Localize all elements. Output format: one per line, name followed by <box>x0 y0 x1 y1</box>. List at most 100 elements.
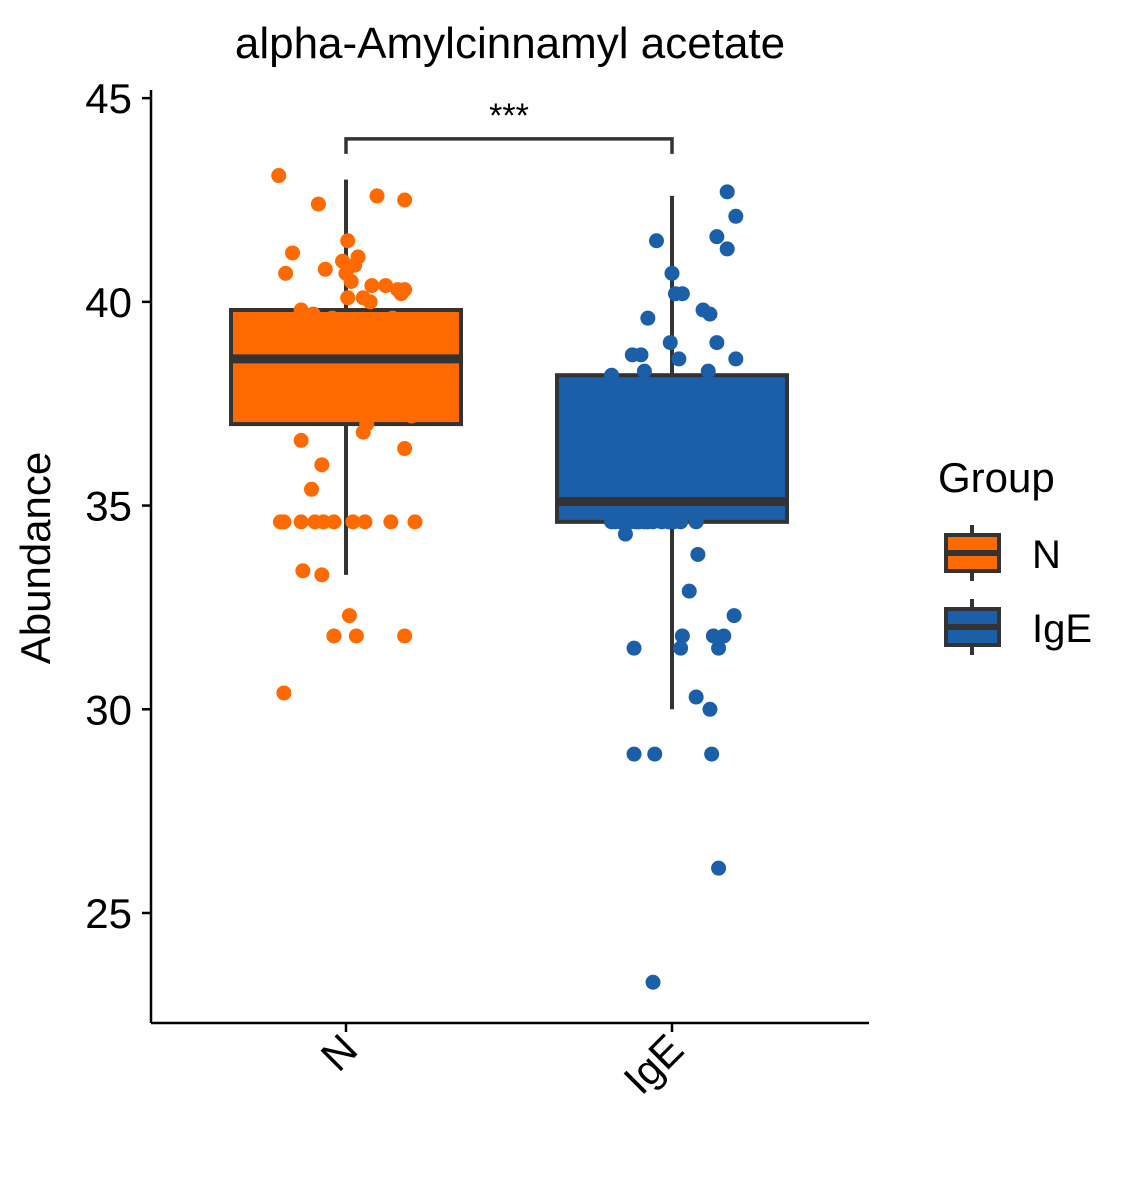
data-point <box>298 314 314 330</box>
data-point <box>314 567 330 583</box>
data-point <box>397 628 413 644</box>
x-tick-label: IgE <box>615 1025 693 1103</box>
data-point <box>688 689 704 705</box>
data-point <box>357 514 373 530</box>
y-tick-label: 45 <box>85 75 132 122</box>
data-point <box>276 383 292 399</box>
axes <box>149 90 869 1025</box>
data-point <box>345 322 361 338</box>
data-point <box>640 310 656 326</box>
y-tick-label: 35 <box>85 483 132 530</box>
data-point <box>278 265 294 281</box>
y-tick-label: 25 <box>85 890 132 937</box>
y-tick-label: 30 <box>85 686 132 733</box>
data-point <box>335 253 351 269</box>
data-point <box>728 351 744 367</box>
data-point <box>362 294 378 310</box>
data-point <box>719 184 735 200</box>
data-point <box>316 514 332 530</box>
data-point <box>397 192 413 208</box>
data-point <box>369 188 385 204</box>
data-point <box>355 424 371 440</box>
legend-key-ige <box>944 599 1001 655</box>
data-point <box>324 310 340 326</box>
legend-key-n <box>944 525 1001 581</box>
data-point <box>607 473 623 489</box>
data-point <box>726 608 742 624</box>
data-point <box>345 514 361 530</box>
data-point <box>674 286 690 302</box>
data-point <box>664 265 680 281</box>
data-point <box>397 282 413 298</box>
data-point <box>702 701 718 717</box>
data-point <box>711 640 727 656</box>
plot-area <box>229 168 789 990</box>
data-point <box>404 408 420 424</box>
data-point <box>709 335 725 351</box>
data-point <box>304 481 319 497</box>
data-point <box>709 229 725 245</box>
data-point <box>626 640 642 656</box>
y-ticks: 25 30 35 40 45 <box>85 75 151 937</box>
legend-title: Group <box>938 454 1055 501</box>
data-point <box>626 746 642 762</box>
legend-entry-label: N <box>1032 533 1061 577</box>
significance-label: *** <box>489 97 529 135</box>
data-point <box>604 367 620 383</box>
significance-line <box>344 137 674 154</box>
data-point <box>681 583 697 599</box>
legend-entry-label: IgE <box>1032 607 1092 651</box>
data-point <box>373 331 388 347</box>
data-point <box>343 273 359 289</box>
x-tick-label: N <box>312 1025 367 1080</box>
data-point <box>385 310 401 326</box>
data-point <box>310 196 326 212</box>
data-point <box>711 860 727 876</box>
data-point <box>647 746 663 762</box>
box-group-ige <box>555 184 789 990</box>
data-point <box>645 974 661 990</box>
data-point <box>662 335 678 351</box>
data-point <box>716 628 732 644</box>
data-point <box>378 278 394 294</box>
data-point <box>347 257 363 273</box>
data-point <box>286 326 302 342</box>
data-point <box>341 608 357 624</box>
data-point <box>276 685 292 701</box>
data-point <box>730 388 746 404</box>
data-point <box>293 432 309 448</box>
data-point <box>340 290 356 306</box>
data-point <box>688 514 704 530</box>
data-point <box>600 416 616 432</box>
data-point <box>348 628 364 644</box>
data-point <box>673 514 689 530</box>
data-point <box>317 261 333 277</box>
data-point <box>314 457 330 473</box>
data-point <box>293 514 309 530</box>
data-point <box>636 363 652 379</box>
data-point <box>700 363 716 379</box>
data-point <box>407 514 423 530</box>
data-point <box>293 302 309 318</box>
data-point <box>674 628 690 644</box>
significance-bracket: *** <box>344 97 674 154</box>
y-tick-label: 40 <box>85 279 132 326</box>
data-point <box>340 233 356 249</box>
data-point <box>274 318 290 334</box>
data-point <box>326 628 342 644</box>
data-point <box>360 379 376 395</box>
data-point <box>648 233 664 249</box>
data-point <box>728 208 744 224</box>
data-point <box>702 306 718 322</box>
data-point <box>733 416 749 432</box>
data-point <box>383 514 399 530</box>
x-ticks: N IgE <box>312 1023 693 1103</box>
data-point <box>719 241 735 257</box>
box-group-n <box>229 168 463 701</box>
data-point <box>705 628 721 644</box>
chart-title: alpha-Amylcinnamyl acetate <box>235 19 785 68</box>
legend: Group N IgE <box>938 454 1092 655</box>
data-point <box>402 375 418 391</box>
data-point <box>279 339 295 355</box>
